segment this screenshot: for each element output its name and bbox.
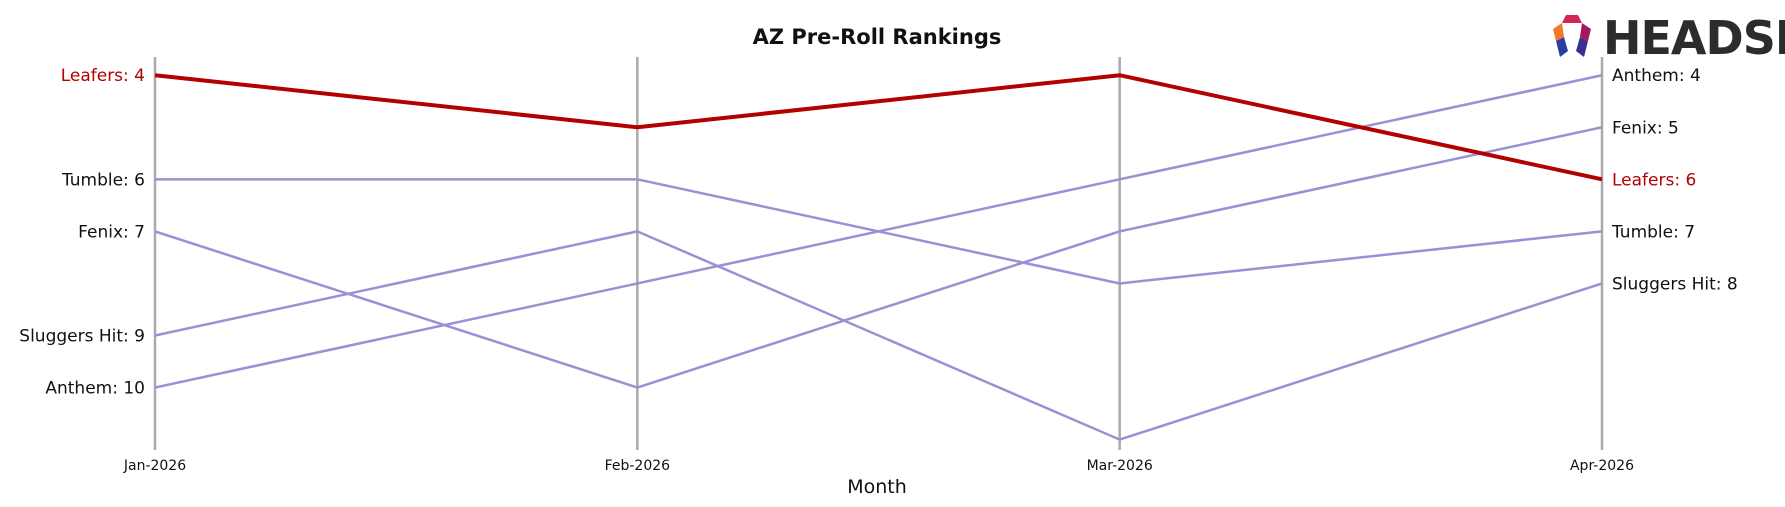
series-lines [154, 73, 1603, 441]
x-tick-label: Jan-2026 [123, 458, 186, 474]
series-line-anthem [154, 73, 1603, 389]
headset-logo-icon [1553, 15, 1591, 57]
series-labels: Tumble: 6 Tumble: 7 Fenix: 7 Fenix: 5 Slugge… [19, 66, 1737, 398]
x-tick-label: Apr-2026 [1570, 458, 1634, 474]
headset-logo-text: HEADSET [1603, 11, 1785, 65]
end-label-sluggers-hit: Sluggers Hit: 8 [1612, 274, 1738, 294]
x-tick-labels: Jan-2026 Feb-2026 Mar-2026 Apr-2026 [123, 458, 1634, 474]
start-label-fenix: Fenix: 7 [78, 222, 145, 242]
series-line-fenix [154, 126, 1603, 389]
start-label-sluggers-hit: Sluggers Hit: 9 [19, 326, 145, 346]
x-tick-label: Mar-2026 [1087, 458, 1153, 474]
month-axes [153, 57, 1604, 450]
chart-title: AZ Pre-Roll Rankings [753, 25, 1002, 49]
x-tick-label: Feb-2026 [605, 458, 671, 474]
end-label-leafers: Leafers: 6 [1612, 170, 1696, 190]
start-label-leafers: Leafers: 4 [61, 66, 145, 86]
x-axis-label: Month [847, 476, 907, 498]
series-line-leafers [154, 73, 1603, 182]
end-label-fenix: Fenix: 5 [1612, 118, 1679, 138]
start-label-tumble: Tumble: 6 [61, 170, 145, 190]
series-line-sluggers-hit [154, 230, 1603, 441]
headset-logo: HEADSET [1553, 11, 1785, 65]
end-label-anthem: Anthem: 4 [1612, 66, 1701, 86]
end-label-tumble: Tumble: 7 [1611, 222, 1695, 242]
start-label-anthem: Anthem: 10 [45, 379, 145, 399]
